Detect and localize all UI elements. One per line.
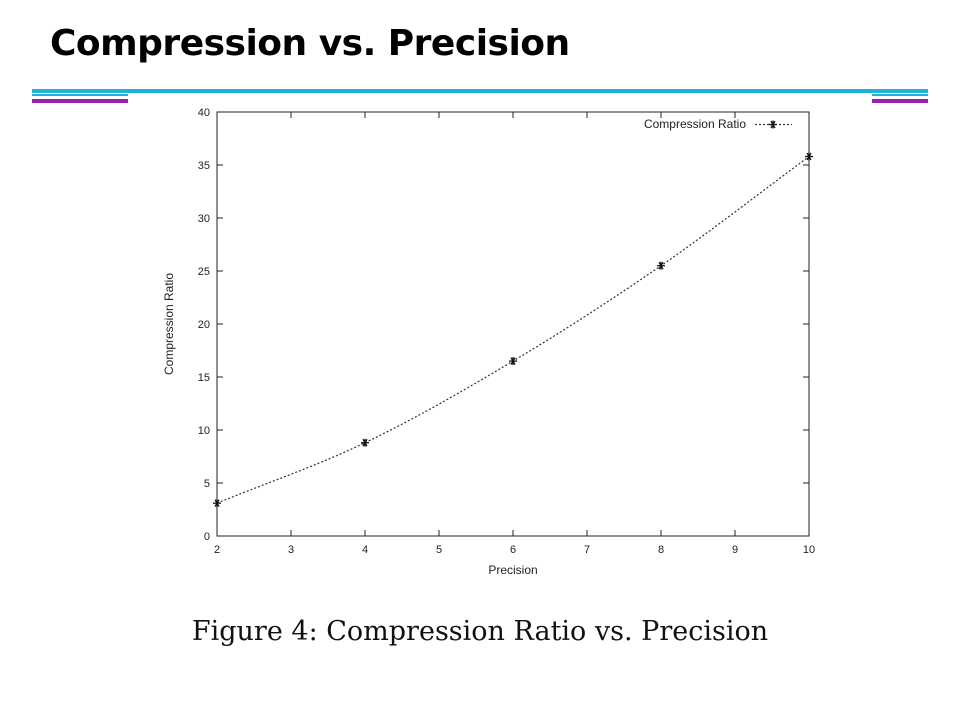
y-tick-label: 20: [198, 319, 210, 331]
y-axis-label: Compression Ratio: [162, 273, 176, 375]
y-tick-label: 10: [198, 425, 210, 437]
x-tick-label: 6: [510, 544, 516, 556]
series-layer: [213, 152, 813, 508]
series-line: [216, 156, 810, 504]
y-tick-label: 15: [198, 372, 210, 384]
x-axis-ticks: 2 3 4 5 6 7 8 9 10: [214, 112, 815, 556]
x-tick-label: 8: [658, 544, 664, 556]
chart-svg: 0 5 10 15 20 25 30 35 40 2 3 4 5 6 7 8 9 10 Compression …: [162, 107, 815, 577]
data-point: [805, 152, 813, 161]
y-tick-label: 30: [198, 213, 210, 225]
data-point: [213, 499, 221, 508]
x-tick-label: 4: [362, 544, 368, 556]
x-tick-label: 5: [436, 544, 442, 556]
y-tick-label: 0: [204, 531, 210, 543]
legend: Compression Ratio: [644, 117, 792, 131]
slide-title: Compression vs. Precision: [50, 23, 570, 64]
y-axis-ticks: 0 5 10 15 20 25 30 35 40: [198, 107, 809, 543]
data-point: [657, 261, 665, 270]
x-tick-label: 2: [214, 544, 220, 556]
y-tick-label: 40: [198, 107, 210, 119]
figure-caption: Figure 4: Compression Ratio vs. Precisio…: [191, 616, 769, 647]
plot-frame: [216, 111, 810, 537]
legend-marker: [769, 120, 777, 129]
chart-figure: 0 5 10 15 20 25 30 35 40 2 3 4 5 6 7 8 9 10 Compression …: [128, 96, 872, 596]
x-tick-label: 7: [584, 544, 590, 556]
title-rule-cyan: [32, 89, 928, 93]
x-tick-label: 3: [288, 544, 294, 556]
y-tick-label: 25: [198, 266, 210, 278]
title-rule-cyan-thin-left: [32, 94, 128, 96]
data-point: [361, 438, 369, 447]
title-rule-purple-left: [32, 99, 128, 103]
x-tick-label: 9: [732, 544, 738, 556]
title-rule-purple-right: [872, 99, 928, 103]
y-tick-label: 5: [204, 478, 210, 490]
title-rule-cyan-thin-right: [872, 94, 928, 96]
x-axis-label: Precision: [488, 563, 537, 577]
x-tick-label: 10: [803, 544, 815, 556]
legend-label: Compression Ratio: [644, 117, 746, 131]
data-point: [509, 357, 517, 366]
y-tick-label: 35: [198, 160, 210, 172]
